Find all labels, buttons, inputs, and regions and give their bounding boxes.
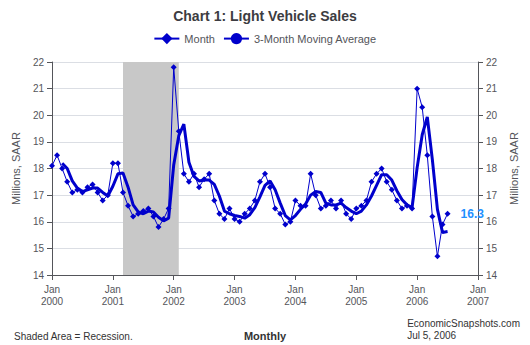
- svg-text:Jan: Jan: [287, 284, 303, 295]
- svg-text:18: 18: [486, 163, 498, 174]
- svg-text:Jan: Jan: [227, 284, 243, 295]
- svg-text:20: 20: [33, 110, 45, 121]
- svg-text:Month: Month: [184, 33, 215, 45]
- svg-text:17: 17: [33, 190, 45, 201]
- svg-text:20: 20: [486, 110, 498, 121]
- svg-text:Jan: Jan: [348, 284, 364, 295]
- svg-text:2001: 2001: [102, 296, 125, 307]
- svg-text:21: 21: [486, 83, 498, 94]
- svg-text:16: 16: [486, 216, 498, 227]
- svg-text:19: 19: [33, 136, 45, 147]
- svg-text:Jan: Jan: [44, 284, 60, 295]
- svg-text:19: 19: [486, 136, 498, 147]
- svg-text:EconomicSnapshots.com: EconomicSnapshots.com: [407, 318, 520, 329]
- svg-text:Shaded Area = Recession.: Shaded Area = Recession.: [14, 331, 133, 342]
- svg-text:21: 21: [33, 83, 45, 94]
- svg-text:Millions, SAAR: Millions, SAAR: [10, 132, 22, 205]
- svg-text:Monthly: Monthly: [244, 330, 287, 342]
- svg-text:3-Month Moving Average: 3-Month Moving Average: [254, 33, 376, 45]
- svg-text:2004: 2004: [284, 296, 307, 307]
- svg-text:16.3: 16.3: [461, 207, 485, 221]
- svg-text:2007: 2007: [467, 296, 490, 307]
- svg-text:16: 16: [33, 216, 45, 227]
- svg-text:Millions, SAAR: Millions, SAAR: [508, 132, 520, 205]
- svg-text:15: 15: [486, 243, 498, 254]
- svg-text:18: 18: [33, 163, 45, 174]
- svg-text:Jan: Jan: [166, 284, 182, 295]
- svg-text:17: 17: [486, 190, 498, 201]
- svg-text:14: 14: [486, 270, 498, 281]
- svg-text:2005: 2005: [345, 296, 368, 307]
- svg-text:Jan: Jan: [105, 284, 121, 295]
- svg-text:Jul 5, 2006: Jul 5, 2006: [407, 330, 456, 341]
- svg-text:2000: 2000: [41, 296, 64, 307]
- svg-text:14: 14: [33, 270, 45, 281]
- svg-text:Jan: Jan: [470, 284, 486, 295]
- svg-text:15: 15: [33, 243, 45, 254]
- svg-text:Jan: Jan: [409, 284, 425, 295]
- svg-text:Chart 1: Light Vehicle Sales: Chart 1: Light Vehicle Sales: [173, 8, 357, 24]
- svg-text:2002: 2002: [163, 296, 186, 307]
- svg-text:22: 22: [486, 57, 498, 68]
- svg-text:2003: 2003: [223, 296, 246, 307]
- svg-text:2006: 2006: [406, 296, 429, 307]
- svg-text:22: 22: [33, 57, 45, 68]
